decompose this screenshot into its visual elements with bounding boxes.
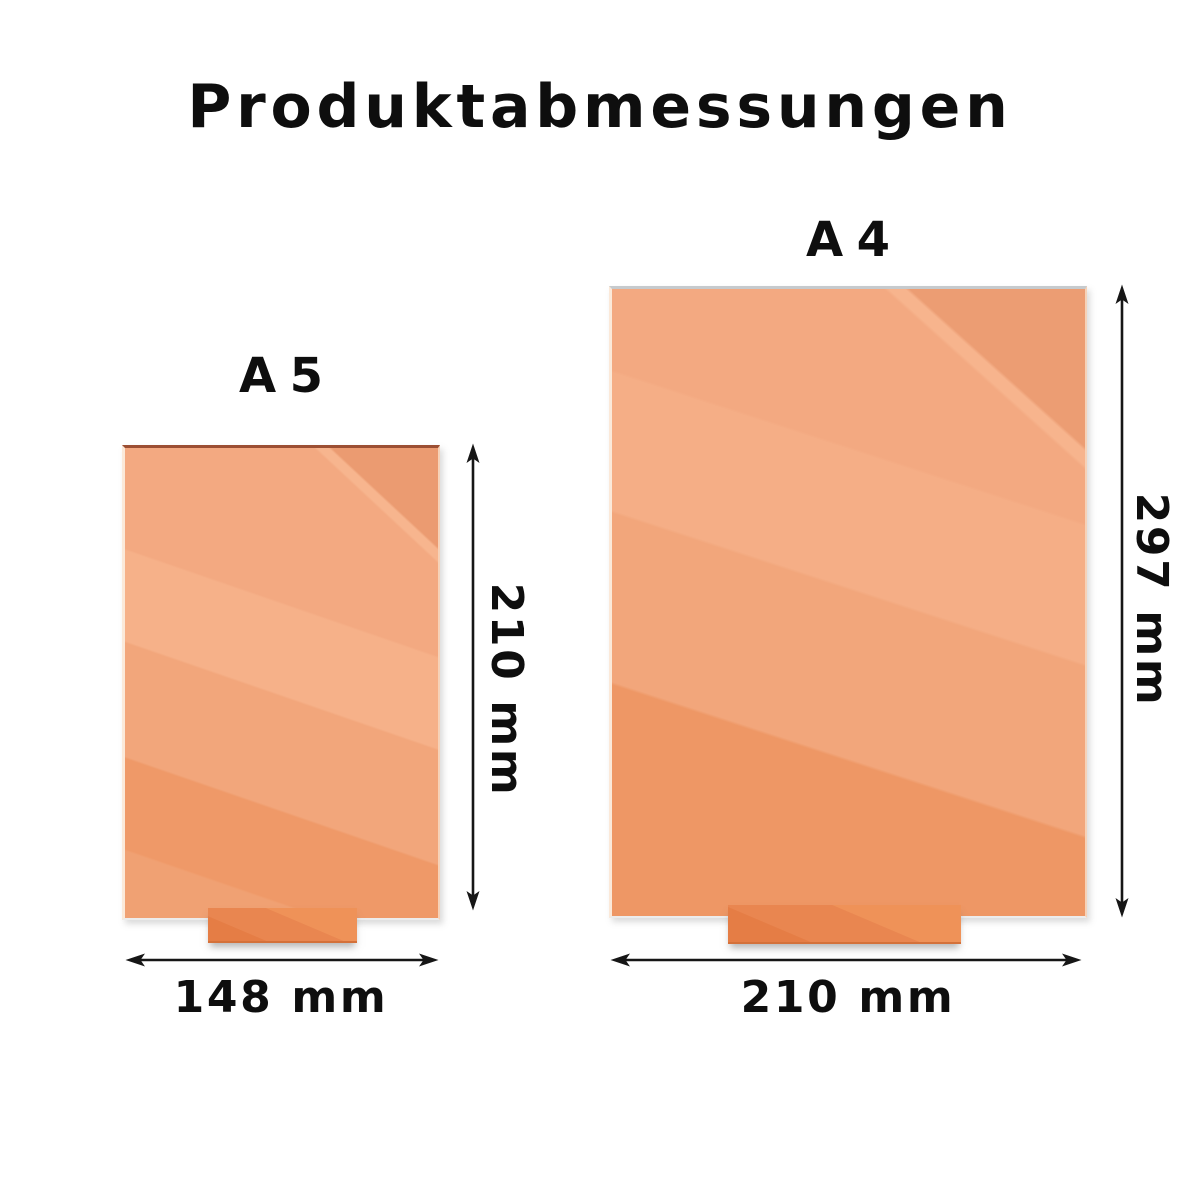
a4-size-label: A4 [806, 212, 904, 268]
a5-plaque-stand [208, 908, 357, 943]
arrow-head [125, 953, 145, 967]
arrow-head [1115, 898, 1129, 918]
arrow-head [419, 953, 439, 967]
a4-height-arrow-icon [1115, 284, 1129, 918]
arrow-head [466, 891, 480, 911]
a5-plaque [122, 445, 440, 920]
a5-width-arrow-icon [125, 953, 439, 967]
a5-width-label: 148 mm [173, 972, 389, 1023]
a4-plaque [609, 286, 1087, 918]
page-title: Produktabmessungen [187, 72, 1013, 142]
arrow-head [610, 953, 630, 967]
arrow-head [466, 443, 480, 463]
a4-height-label: 297 mm [1126, 492, 1178, 708]
a4-plaque-stand [728, 905, 961, 944]
a5-height-arrow-icon [466, 443, 480, 911]
a5-height-label: 210 mm [481, 582, 533, 798]
a4-width-arrow-icon [610, 953, 1082, 967]
arrow-head [1115, 284, 1129, 304]
a4-width-label: 210 mm [740, 972, 956, 1023]
arrow-head [1062, 953, 1082, 967]
a5-size-label: A5 [239, 348, 337, 404]
